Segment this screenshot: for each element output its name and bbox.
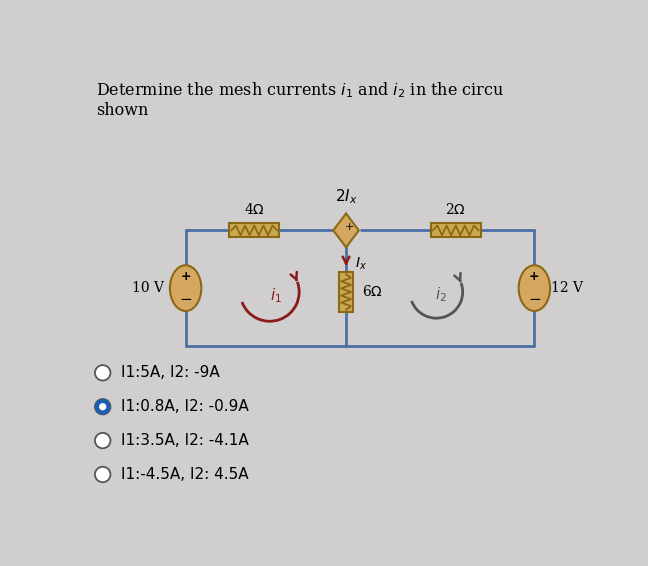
Polygon shape — [333, 213, 359, 247]
Text: Determine the mesh currents $i_1$ and $i_2$ in the circu: Determine the mesh currents $i_1$ and $i… — [97, 80, 505, 100]
Text: I1:0.8A, I2: -0.9A: I1:0.8A, I2: -0.9A — [121, 399, 249, 414]
Text: shown: shown — [97, 102, 149, 119]
Text: I1:3.5A, I2: -4.1A: I1:3.5A, I2: -4.1A — [121, 433, 249, 448]
Text: I1:5A, I2: -9A: I1:5A, I2: -9A — [121, 365, 220, 380]
Text: +: + — [180, 270, 191, 283]
Ellipse shape — [518, 265, 550, 311]
Text: $i_2$: $i_2$ — [435, 286, 447, 305]
FancyBboxPatch shape — [430, 224, 481, 237]
Text: 6$\Omega$: 6$\Omega$ — [362, 285, 383, 299]
Circle shape — [95, 433, 110, 448]
Circle shape — [95, 467, 110, 482]
Circle shape — [100, 404, 106, 410]
Text: 12 V: 12 V — [551, 281, 583, 295]
Text: $2I_x$: $2I_x$ — [335, 187, 357, 206]
Ellipse shape — [170, 265, 202, 311]
Text: −: − — [528, 292, 540, 307]
Circle shape — [95, 400, 110, 414]
Text: 10 V: 10 V — [132, 281, 165, 295]
Text: $i_1$: $i_1$ — [270, 286, 282, 305]
Text: −: − — [179, 292, 192, 307]
Text: 4$\Omega$: 4$\Omega$ — [244, 202, 264, 217]
FancyBboxPatch shape — [339, 272, 353, 312]
Text: +: + — [345, 222, 354, 232]
Text: 2$\Omega$: 2$\Omega$ — [445, 202, 466, 217]
Text: +: + — [529, 270, 540, 283]
Circle shape — [95, 399, 110, 414]
FancyBboxPatch shape — [229, 224, 279, 237]
Text: I1:-4.5A, I2: 4.5A: I1:-4.5A, I2: 4.5A — [121, 467, 249, 482]
Text: $I_x$: $I_x$ — [355, 255, 367, 272]
Circle shape — [95, 365, 110, 380]
